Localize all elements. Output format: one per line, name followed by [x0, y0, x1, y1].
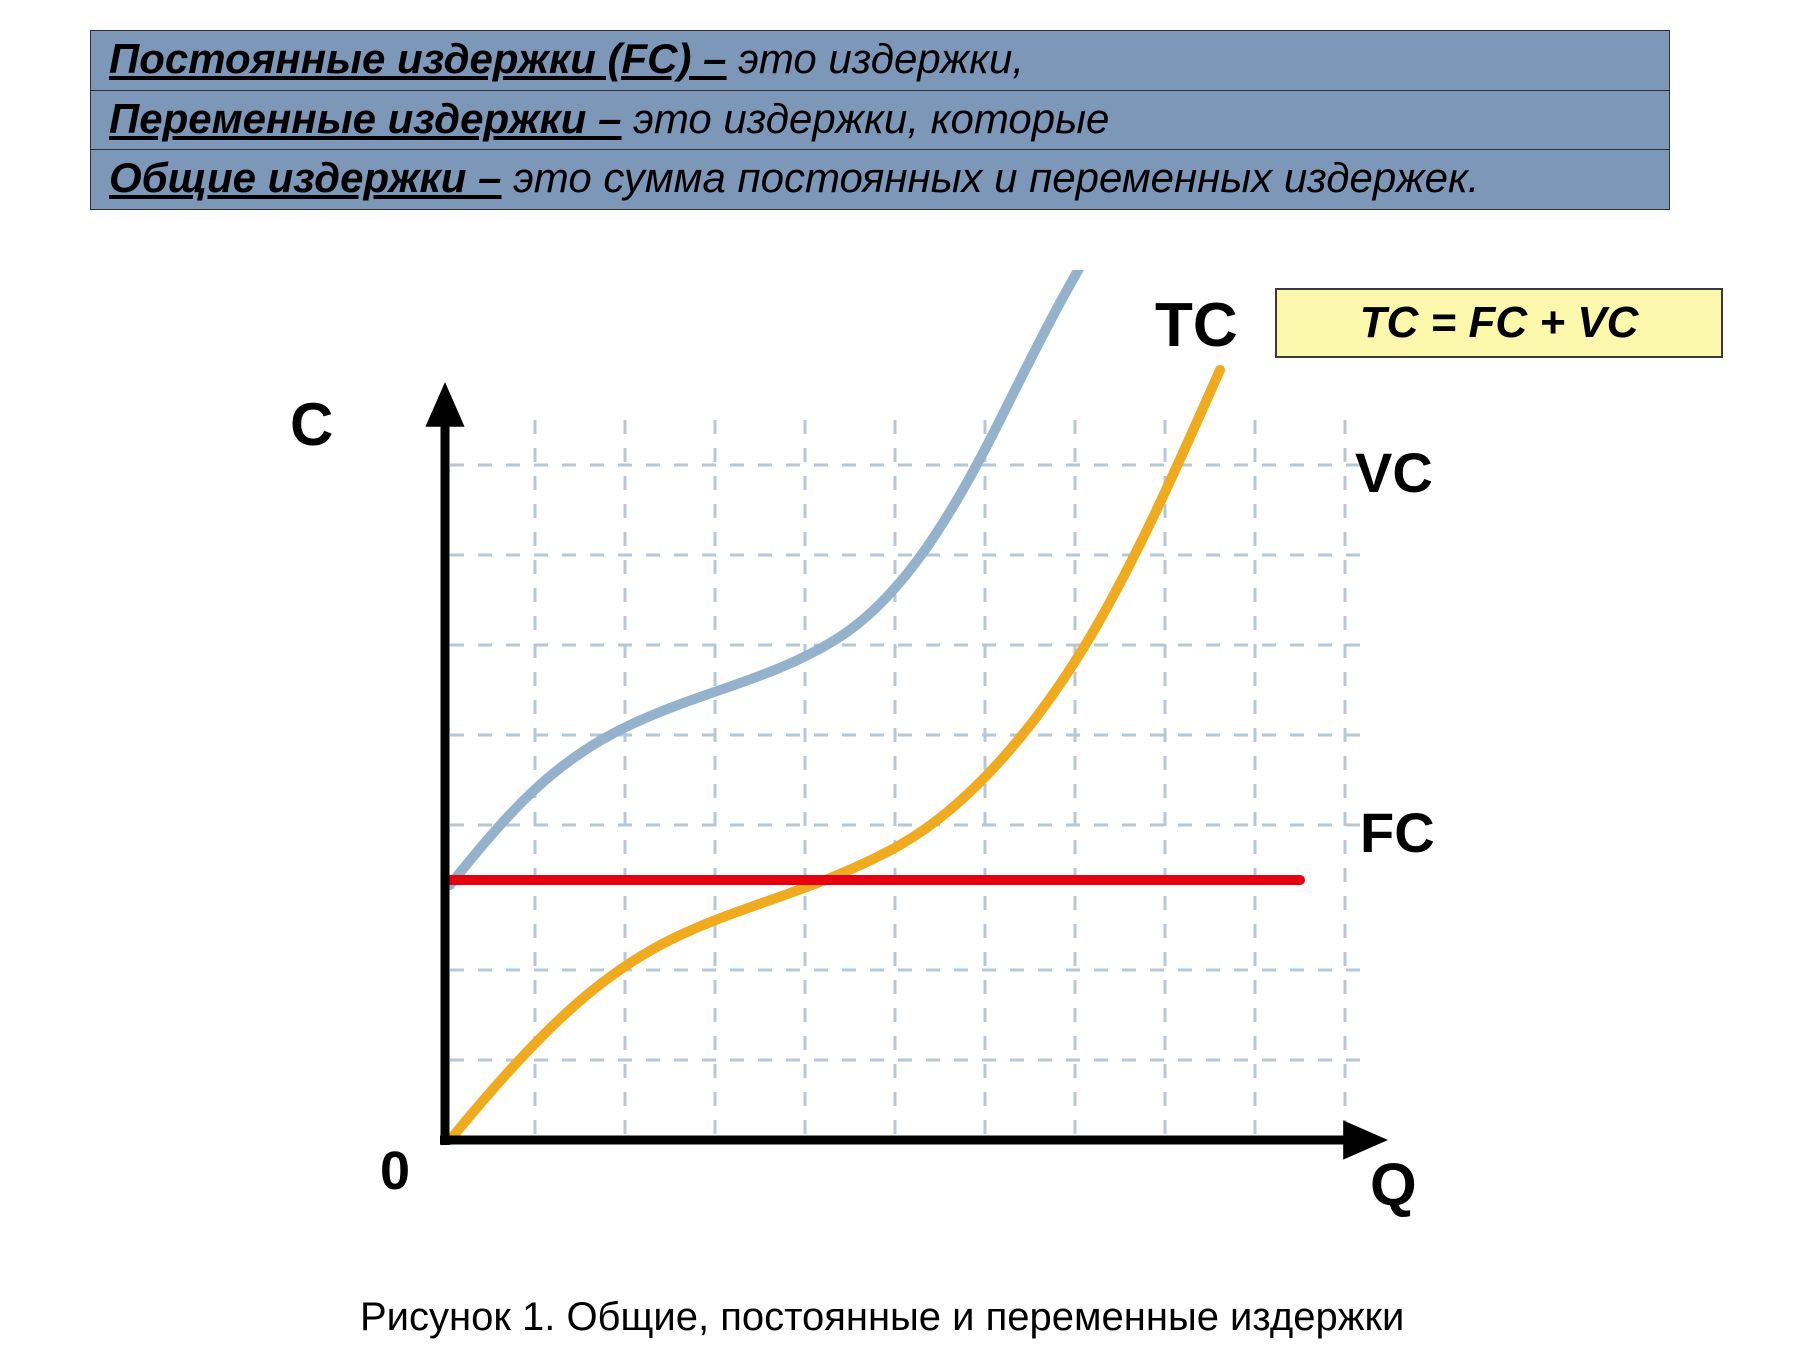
origin-label: 0: [380, 1140, 410, 1202]
definition-row-2: Переменные издержки – это издержки, кото…: [91, 90, 1670, 150]
vc-curve-label: VC: [1355, 440, 1433, 505]
definition-row-1: Постоянные издержки (FC) – это издержки,: [91, 31, 1670, 91]
y-axis-label: C: [290, 390, 333, 459]
term-fc-rest: это издержки,: [727, 35, 1025, 82]
definition-row-3: Общие издержки – это сумма постоянных и …: [91, 150, 1670, 210]
term-tc: Общие издержки –: [109, 154, 501, 201]
tc-curve-label: TC: [1155, 290, 1238, 361]
figure-caption: Рисунок 1. Общие, постоянные и переменны…: [360, 1295, 1404, 1340]
fc-curve-label: FC: [1360, 800, 1435, 865]
chart-svg: [300, 270, 1500, 1270]
definitions-table: Постоянные издержки (FC) – это издержки,…: [90, 30, 1670, 210]
term-vc: Переменные издержки –: [109, 95, 622, 142]
x-axis-label: Q: [1370, 1150, 1417, 1219]
term-tc-rest: это сумма постоянных и переменных издерж…: [501, 154, 1479, 201]
term-fc: Постоянные издержки (FC) –: [109, 35, 727, 82]
cost-curves-chart: C Q 0 TC VC FC: [300, 270, 1500, 1270]
term-vc-rest: это издержки, которые: [622, 95, 1110, 142]
